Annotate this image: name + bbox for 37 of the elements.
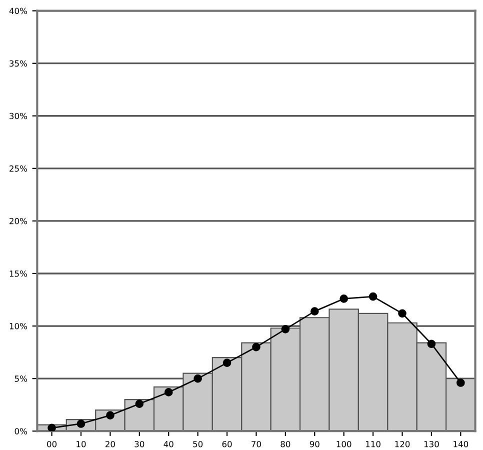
x-tick-label: 100	[336, 440, 352, 448]
x-tick-label: 90	[310, 440, 320, 448]
point	[310, 307, 319, 316]
x-tick-label: 70	[252, 440, 261, 448]
point	[456, 378, 465, 387]
point	[252, 342, 260, 352]
point	[340, 294, 348, 303]
x-tick-label: 80	[280, 440, 290, 448]
y-tick-label: 20%	[10, 218, 28, 224]
y-tick-label: 0%	[14, 428, 28, 434]
x-tick-label: 130	[424, 440, 439, 448]
x-tick-label: 140	[454, 440, 468, 448]
y-tick-label: 5%	[14, 376, 28, 382]
x-tick-label: 120	[395, 440, 410, 448]
point	[48, 424, 56, 432]
point	[222, 358, 232, 367]
x-tick-label: 110	[366, 440, 380, 448]
x-tick-label: 50	[193, 440, 203, 448]
x-tick-label: 60	[222, 440, 232, 448]
x-tick-label: 40	[164, 440, 174, 448]
point	[281, 325, 290, 334]
point	[427, 340, 436, 348]
point	[164, 388, 173, 396]
y-tick-label: 40%	[9, 8, 28, 14]
x-tick-label: 10	[76, 440, 86, 448]
x-tick-label: 20	[106, 440, 115, 448]
point	[368, 292, 378, 301]
y-tick-label: 10%	[10, 323, 28, 330]
point	[398, 309, 406, 318]
y-tick-label: 25%	[10, 165, 28, 172]
y-tick-label: 35%	[10, 60, 28, 67]
x-tick-label: 00	[47, 440, 57, 448]
y-tick-label: 15%	[10, 270, 28, 277]
x-tick-label: 30	[134, 440, 144, 448]
y-tick-label: 30%	[10, 112, 28, 120]
point	[194, 374, 202, 383]
point	[135, 400, 144, 408]
